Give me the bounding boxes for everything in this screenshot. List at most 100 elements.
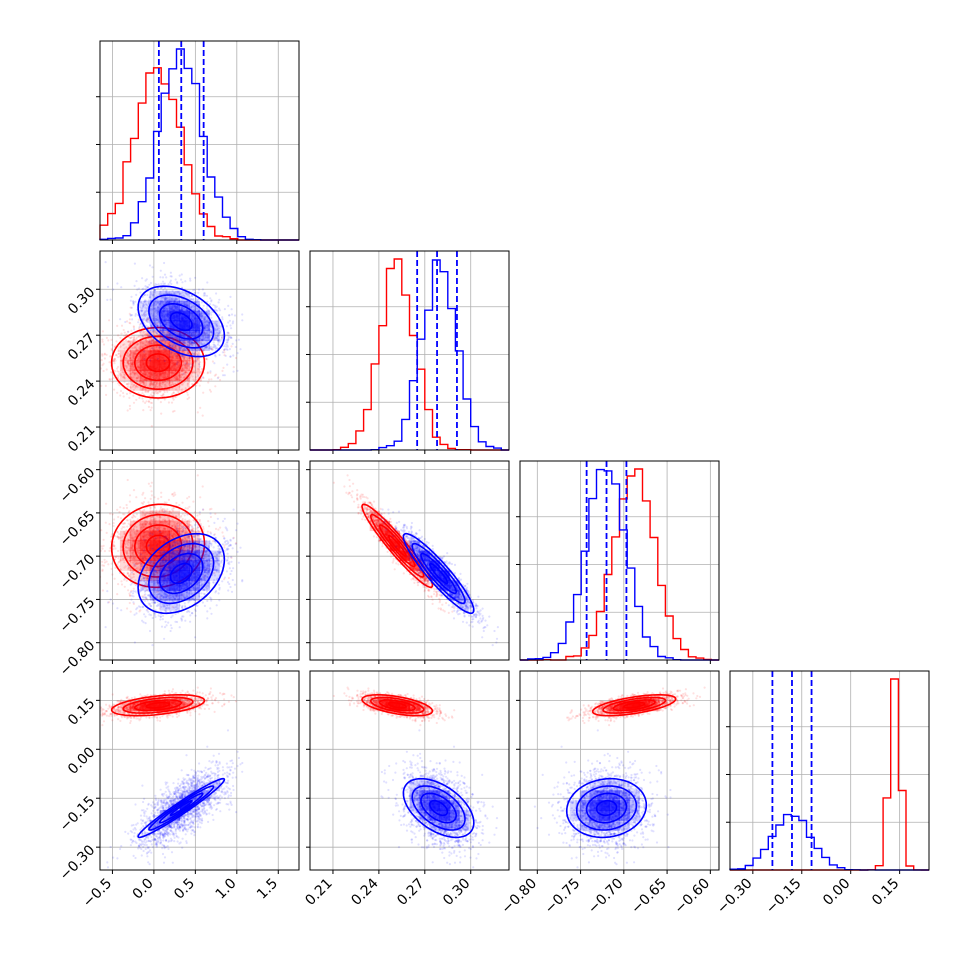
- scatter-point: [231, 342, 234, 345]
- scatter-point: [130, 336, 134, 339]
- scatter-point: [193, 371, 196, 374]
- scatter-point: [219, 526, 222, 529]
- scatter-point: [143, 313, 146, 316]
- scatter-point: [132, 326, 135, 329]
- scatter-point: [168, 380, 171, 383]
- scatter-point: [163, 273, 167, 276]
- scatter-point: [130, 295, 133, 298]
- scatter-point: [132, 351, 136, 355]
- scatter-point: [216, 377, 219, 380]
- scatter-point: [141, 335, 144, 338]
- scatter-point: [130, 352, 133, 355]
- scatter-point: [195, 348, 198, 351]
- scatter-point: [145, 278, 148, 281]
- scatter-point: [157, 497, 160, 500]
- scatter-point: [182, 349, 185, 353]
- scatter-point: [222, 374, 225, 377]
- scatter-point: [135, 348, 138, 351]
- scatter-point: [128, 374, 131, 377]
- scatter-point: [149, 359, 152, 362]
- scatter-point: [129, 299, 132, 302]
- scatter-point: [122, 371, 125, 374]
- scatter-point: [167, 341, 170, 344]
- scatter-point: [128, 354, 131, 357]
- scatter-point: [145, 380, 148, 383]
- scatter-point: [163, 348, 166, 351]
- scatter-point: [172, 391, 175, 394]
- scatter-point: [156, 357, 159, 360]
- scatter-point: [163, 359, 166, 363]
- scatter-point: [109, 378, 112, 381]
- scatter-point: [142, 382, 145, 385]
- scatter-point: [93, 362, 95, 364]
- scatter-point: [134, 351, 137, 354]
- scatter-point: [174, 336, 177, 340]
- scatter-point: [131, 354, 134, 357]
- scatter-point: [91, 368, 93, 370]
- scatter-point: [128, 340, 131, 343]
- scatter-point: [228, 314, 231, 317]
- scatter-point: [134, 352, 137, 355]
- scatter-point: [127, 340, 130, 343]
- scatter-point: [201, 414, 204, 417]
- scatter-point: [152, 348, 155, 351]
- scatter-point: [151, 346, 154, 350]
- scatter-point: [127, 330, 130, 333]
- scatter-point: [158, 384, 161, 387]
- scatter-point: [209, 515, 212, 519]
- scatter-point: [183, 358, 186, 361]
- scatter-point: [234, 356, 238, 360]
- scatter-point: [176, 332, 179, 336]
- scatter-point: [184, 362, 187, 365]
- scatter-point: [224, 354, 227, 357]
- scatter-point: [111, 533, 114, 536]
- scatter-point: [161, 338, 164, 341]
- scatter-point: [135, 280, 138, 283]
- scatter-point: [169, 351, 172, 355]
- scatter-point: [148, 264, 152, 267]
- y-tick-label: −0.70: [57, 551, 99, 593]
- scatter-point: [186, 361, 189, 364]
- scatter-point: [148, 283, 151, 286]
- scatter-point: [132, 300, 135, 303]
- scatter-point: [181, 388, 184, 391]
- scatter-point: [221, 351, 224, 354]
- scatter-point: [137, 359, 140, 362]
- scatter-point: [114, 359, 117, 362]
- scatter-point: [175, 377, 178, 380]
- scatter-point: [185, 363, 188, 366]
- scatter-point: [130, 358, 133, 362]
- scatter-point: [121, 370, 124, 374]
- scatter-point: [195, 371, 198, 374]
- scatter-point: [162, 338, 165, 341]
- scatter-point: [134, 350, 138, 353]
- scatter-point: [203, 332, 206, 335]
- scatter-point: [108, 523, 111, 526]
- scatter-point: [175, 363, 178, 366]
- scatter-point: [150, 490, 153, 493]
- scatter-point: [150, 406, 153, 409]
- scatter-point: [171, 380, 174, 383]
- scatter-point: [128, 353, 131, 356]
- scatter-point: [179, 370, 182, 373]
- scatter-point: [189, 277, 192, 280]
- scatter-point: [129, 350, 132, 353]
- scatter-point: [205, 357, 208, 361]
- scatter-point: [150, 394, 154, 398]
- scatter-point: [137, 287, 141, 290]
- scatter-point: [169, 271, 172, 274]
- scatter-point: [129, 358, 132, 361]
- scatter-point: [199, 379, 202, 382]
- scatter-point: [105, 336, 108, 339]
- scatter-point: [154, 384, 157, 387]
- scatter-point: [131, 368, 134, 371]
- scatter-point: [200, 340, 203, 343]
- scatter-point: [196, 367, 199, 371]
- scatter-point: [159, 348, 162, 351]
- scatter-point: [241, 319, 244, 322]
- scatter-point: [236, 369, 239, 372]
- scatter-point: [135, 346, 138, 349]
- scatter-point: [112, 288, 115, 291]
- scatter-point: [123, 331, 126, 334]
- scatter-point: [223, 348, 226, 351]
